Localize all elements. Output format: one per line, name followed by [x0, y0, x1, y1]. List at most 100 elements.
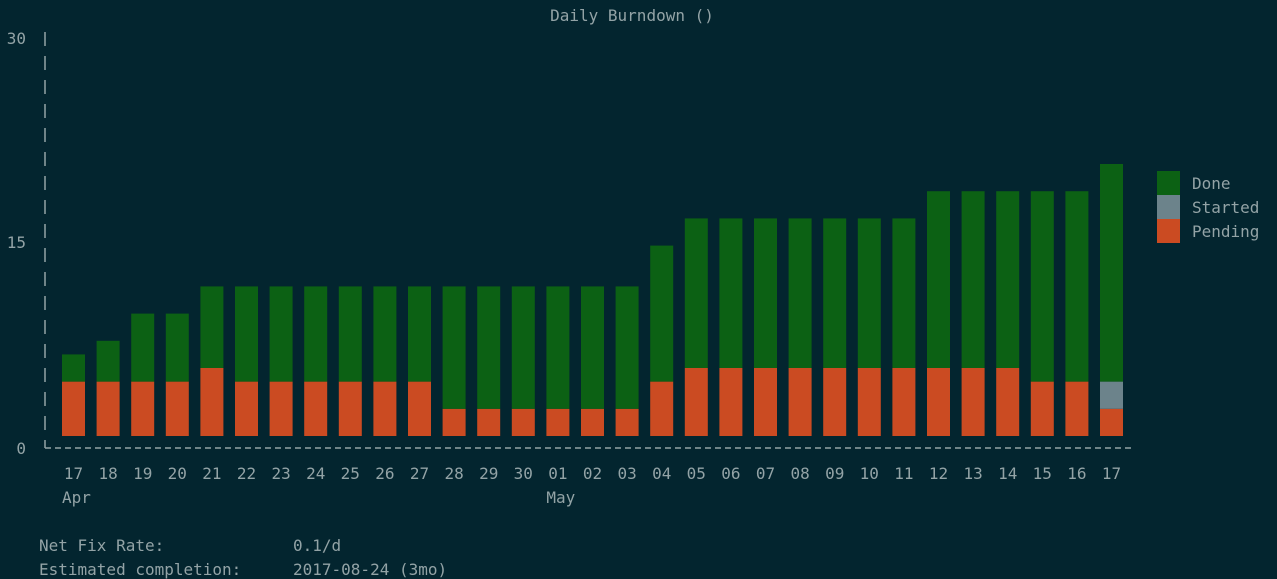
x-tick-label: 01 — [548, 464, 567, 483]
bar-done — [927, 191, 950, 368]
net-fix-rate-label: Net Fix Rate: — [39, 536, 165, 555]
estimated-completion-value: 2017-08-24 (3mo) — [293, 560, 448, 579]
x-tick-label: 30 — [514, 464, 533, 483]
x-tick-label: 21 — [202, 464, 221, 483]
bar-done — [857, 218, 881, 368]
bar-pending — [235, 381, 258, 436]
bars — [62, 164, 1123, 436]
x-tick-label: 15 — [1033, 464, 1052, 483]
bar-pending — [96, 381, 120, 436]
x-tick-label: 26 — [375, 464, 394, 483]
x-tick-label: 14 — [998, 464, 1017, 483]
bar-pending — [511, 408, 535, 436]
legend-swatch-started — [1157, 195, 1180, 219]
bar-pending — [442, 408, 466, 436]
net-fix-rate-value: 0.1/d — [293, 536, 342, 555]
x-tick-label: 03 — [617, 464, 636, 483]
bar-done — [754, 218, 777, 368]
bar-pending — [684, 368, 708, 436]
x-tick-label: 12 — [929, 464, 948, 483]
x-tick-label: 09 — [825, 464, 844, 483]
bar-done — [408, 286, 431, 382]
bar-done — [961, 191, 985, 368]
bar-done — [62, 354, 85, 382]
x-month-label: May — [546, 488, 575, 507]
net-fix-rate: Net Fix Rate: 0.1/d — [39, 536, 341, 555]
bar-pending — [927, 368, 950, 436]
x-tick-label: 18 — [98, 464, 117, 483]
bar-pending — [477, 408, 501, 436]
x-tick-label: 22 — [237, 464, 256, 483]
x-tick-label: 25 — [341, 464, 360, 483]
bar-pending — [961, 368, 985, 436]
x-tick-label: 27 — [410, 464, 429, 483]
bar-done — [373, 286, 397, 382]
bar-pending — [719, 368, 743, 436]
bar-done — [892, 218, 916, 368]
bar-pending — [650, 381, 674, 436]
x-tick-label: 16 — [1067, 464, 1086, 483]
bar-done — [165, 313, 189, 382]
bar-done — [615, 286, 639, 409]
bar-done — [788, 218, 812, 368]
bar-pending — [581, 408, 604, 436]
bar-pending — [269, 381, 293, 436]
bar-pending — [304, 381, 328, 436]
bar-done — [200, 286, 224, 368]
bar-done — [1065, 191, 1089, 382]
y-tick-label: 0 — [16, 439, 26, 458]
x-month-label: Apr — [62, 488, 91, 507]
bar-done — [338, 286, 362, 382]
bar-done — [1030, 191, 1054, 382]
x-tick-label: 08 — [790, 464, 809, 483]
bar-pending — [754, 368, 777, 436]
chart-title: Daily Burndown () — [550, 6, 714, 25]
bar-done — [684, 218, 708, 368]
x-tick-label: 20 — [168, 464, 187, 483]
bar-pending — [857, 368, 881, 436]
x-tick-label: 28 — [444, 464, 463, 483]
bar-pending — [338, 381, 362, 436]
x-tick-label: 10 — [860, 464, 879, 483]
legend: Done Started Pending — [1157, 171, 1259, 243]
x-tick-label: 06 — [721, 464, 740, 483]
bar-done — [996, 191, 1020, 368]
legend-label-pending: Pending — [1192, 222, 1259, 241]
x-tick-label: 02 — [583, 464, 602, 483]
bar-done — [546, 286, 570, 409]
bar-pending — [1065, 381, 1089, 436]
x-tick-label: 13 — [963, 464, 982, 483]
bar-pending — [546, 408, 570, 436]
bar-done — [511, 286, 535, 409]
burndown-chart: Daily Burndown () 0 15 30 17 18 19 20 21 22 23 24… — [7, 6, 1260, 507]
x-axis: 17 18 19 20 21 22 23 24 25 26 27 28 29 30 01 02 03 04 05 06… — [45, 447, 1132, 507]
x-tick-label: 05 — [687, 464, 706, 483]
x-tick-label: 11 — [894, 464, 913, 483]
bar-done — [442, 286, 466, 409]
bar-started — [1100, 381, 1123, 409]
bar-done — [131, 313, 155, 382]
legend-label-started: Started — [1192, 198, 1259, 217]
estimated-completion-label: Estimated completion: — [39, 560, 242, 579]
bar-pending — [200, 368, 224, 436]
x-tick-label: 23 — [271, 464, 290, 483]
bar-pending — [408, 381, 431, 436]
x-tick-label: 07 — [756, 464, 775, 483]
y-axis: 0 15 30 — [7, 29, 46, 458]
legend-label-done: Done — [1192, 174, 1231, 193]
bar-done — [304, 286, 328, 382]
bar-done — [477, 286, 501, 409]
x-tick-label: 17 — [1102, 464, 1121, 483]
legend-swatch-done — [1157, 171, 1180, 195]
bar-done — [96, 340, 120, 382]
y-tick-label: 15 — [7, 233, 26, 252]
bar-pending — [788, 368, 812, 436]
x-tick-label: 19 — [133, 464, 152, 483]
bar-pending — [823, 368, 847, 436]
bar-pending — [1100, 408, 1123, 436]
bar-done — [235, 286, 258, 382]
bar-done — [581, 286, 604, 409]
bar-pending — [62, 381, 85, 436]
x-tick-label: 24 — [306, 464, 325, 483]
bar-done — [719, 218, 743, 368]
